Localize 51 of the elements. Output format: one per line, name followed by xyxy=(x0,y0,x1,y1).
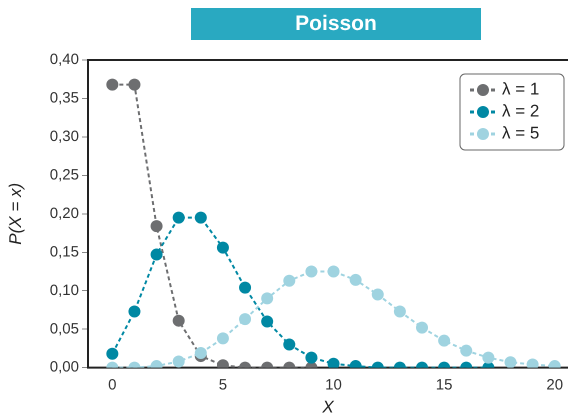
point xyxy=(305,265,318,278)
point xyxy=(283,338,296,351)
point xyxy=(216,242,229,254)
x-tick-label: 5 xyxy=(218,376,228,394)
y-tick-label: 0,00 xyxy=(50,358,79,376)
point xyxy=(128,305,140,318)
y-tick-label: 0,10 xyxy=(50,282,79,299)
legend-label: λ = 2 xyxy=(502,102,540,121)
point xyxy=(350,274,362,286)
legend-label: λ = 5 xyxy=(502,124,540,143)
x-tick-label: 10 xyxy=(325,376,342,394)
point xyxy=(128,78,140,91)
x-tick-label: 0 xyxy=(108,376,117,394)
point xyxy=(261,315,274,328)
legend-label: λ = 1 xyxy=(502,80,540,99)
point xyxy=(328,265,340,278)
point xyxy=(504,356,516,368)
y-tick-label: 0,35 xyxy=(50,90,79,107)
point xyxy=(482,352,494,364)
point xyxy=(416,322,428,334)
point xyxy=(172,355,185,368)
point xyxy=(150,220,163,232)
point xyxy=(261,292,274,304)
point xyxy=(283,274,296,287)
point xyxy=(106,348,118,360)
y-tick-label: 0,30 xyxy=(50,128,79,146)
point xyxy=(194,346,207,359)
point xyxy=(438,334,450,347)
y-axis-title: P(X = x) xyxy=(6,182,25,245)
point xyxy=(305,352,318,364)
y-tick-label: 0,25 xyxy=(50,166,79,184)
point xyxy=(460,344,472,357)
y-tick-label: 0,05 xyxy=(50,320,79,338)
point xyxy=(394,305,406,318)
point xyxy=(239,313,252,326)
point xyxy=(172,314,185,327)
y-tick-label: 0,40 xyxy=(50,51,79,68)
point xyxy=(239,282,252,294)
chart-title: Poisson xyxy=(191,8,481,40)
point xyxy=(150,248,163,261)
x-axis-title: X xyxy=(321,398,334,417)
point xyxy=(328,358,340,368)
y-tick-label: 0,15 xyxy=(50,243,79,260)
x-tick-label: 20 xyxy=(546,376,564,394)
y-tick-label: 0,20 xyxy=(50,204,79,222)
point xyxy=(194,212,207,224)
x-tick-label: 15 xyxy=(436,376,452,394)
point xyxy=(106,78,118,91)
point xyxy=(372,288,384,301)
point xyxy=(172,212,185,224)
point xyxy=(216,332,229,344)
